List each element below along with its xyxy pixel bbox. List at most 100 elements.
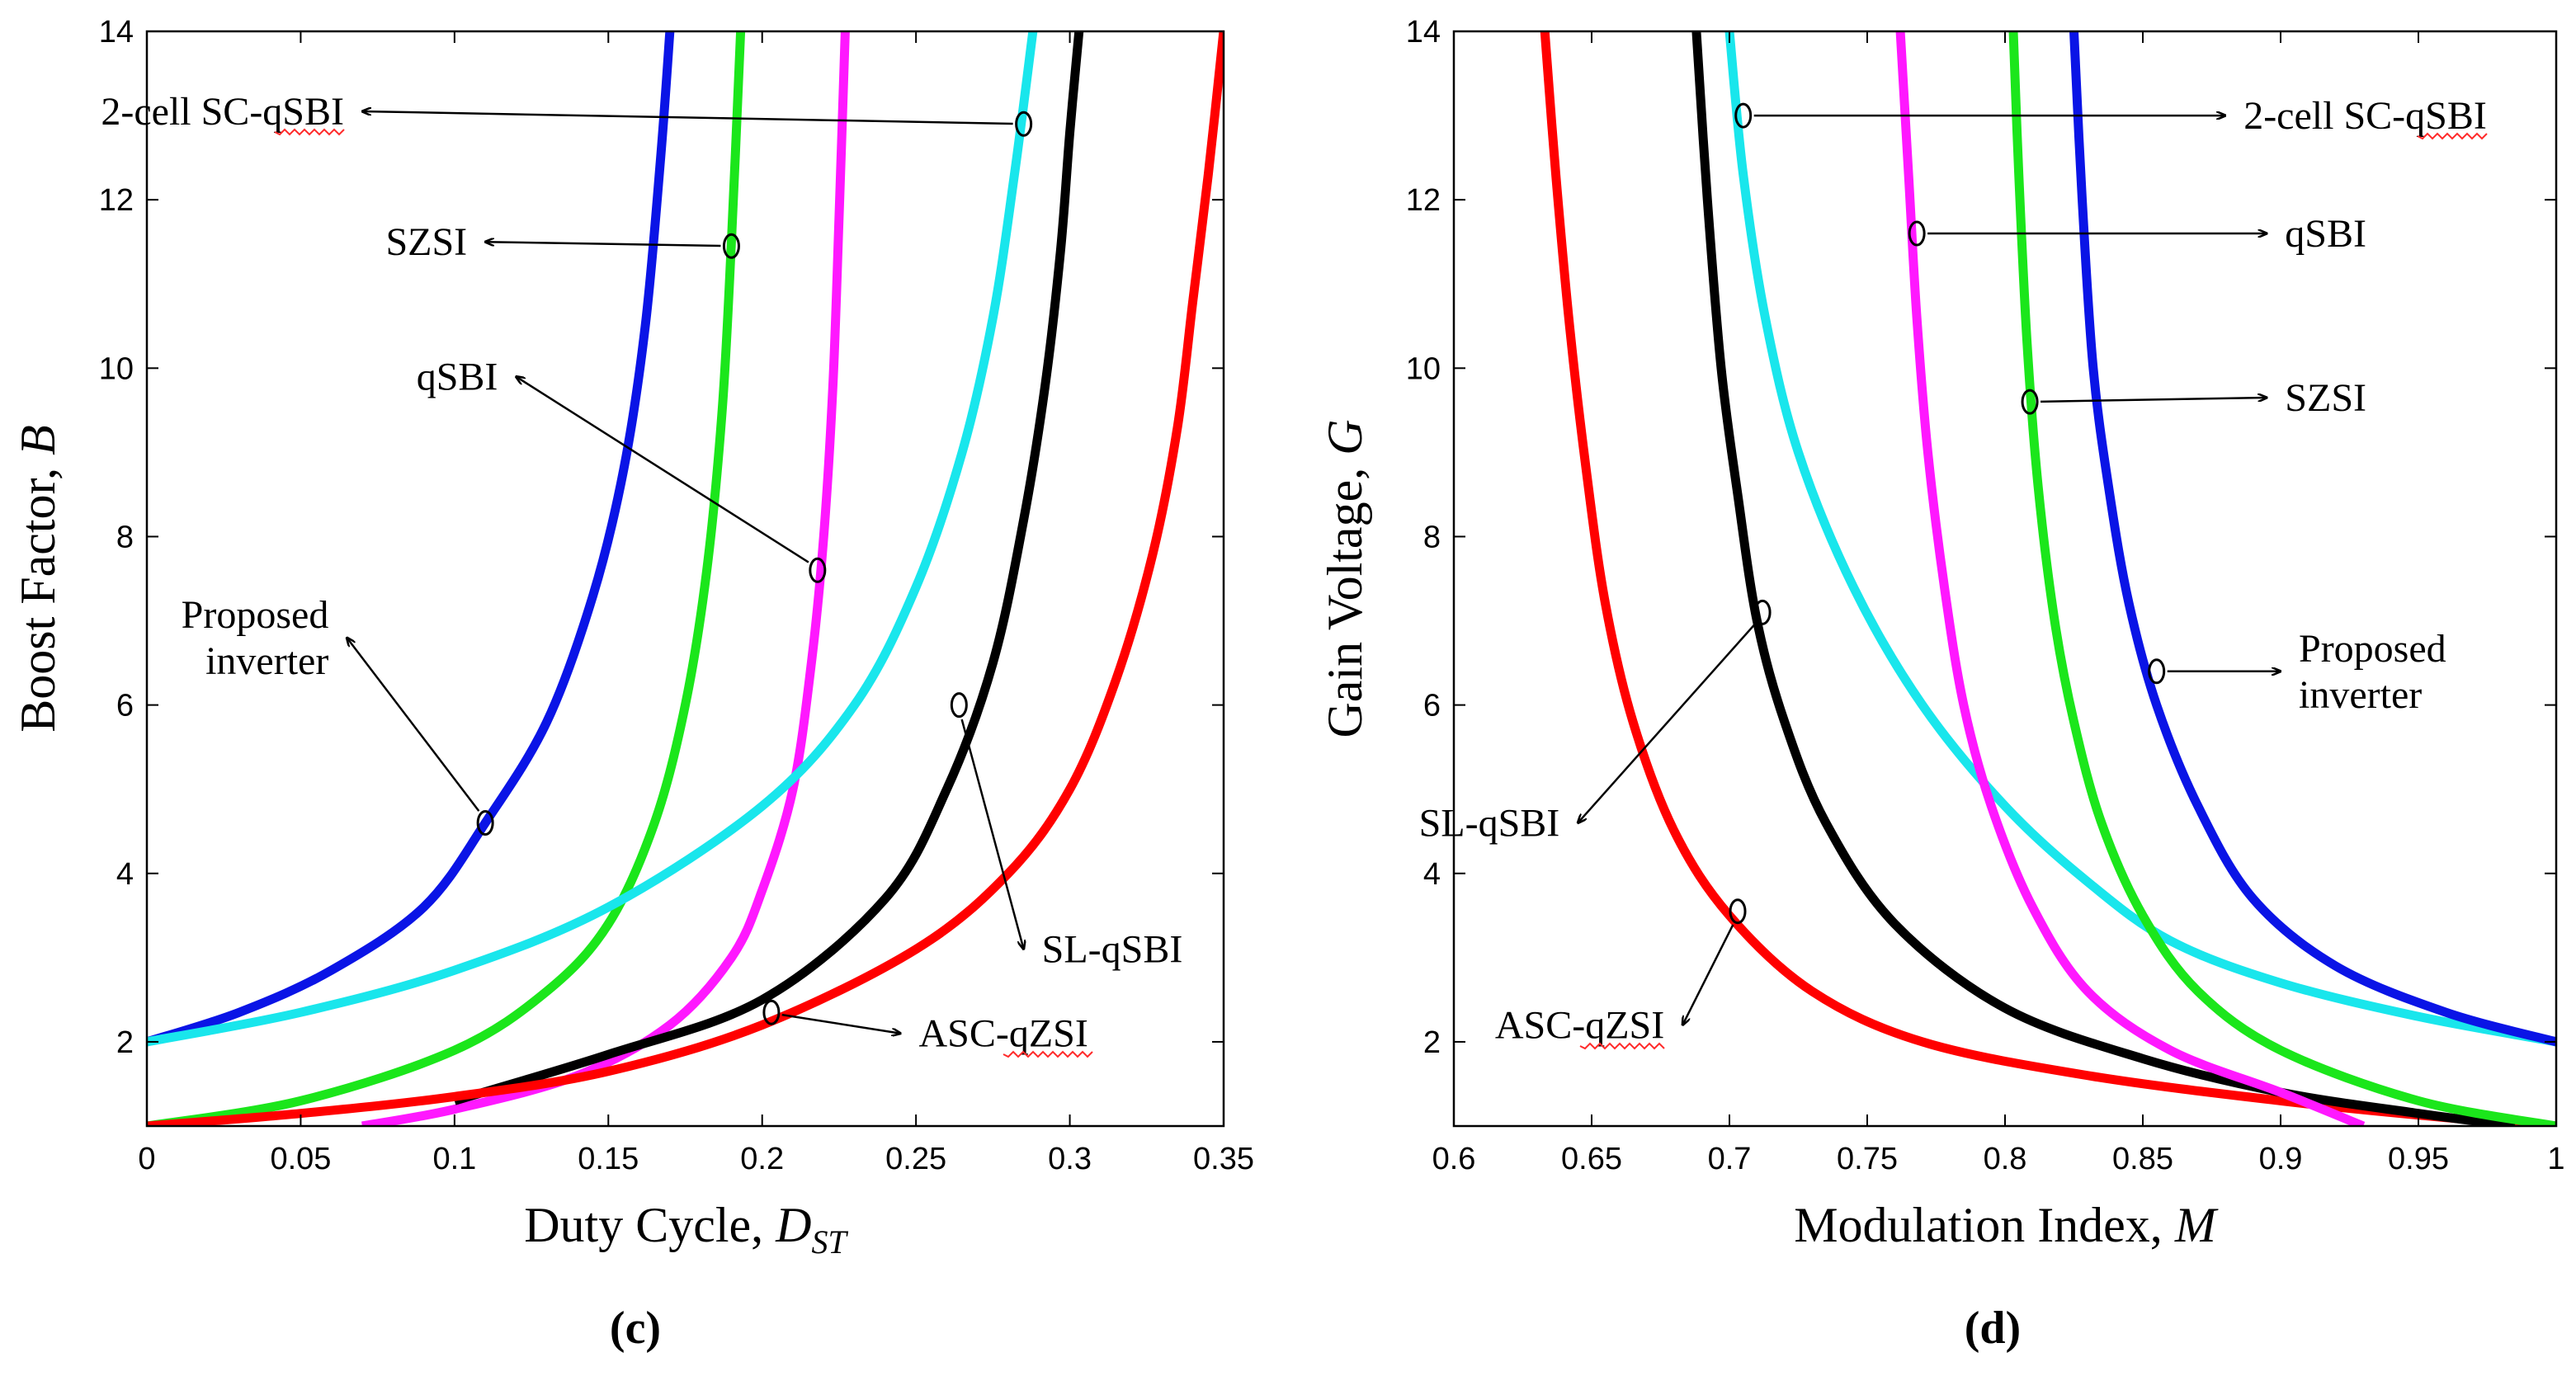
annotation-label: qSBI [417,356,498,399]
annotation-marker [1729,898,1747,925]
series-line-2-cell-sc-qsbi [1724,31,2556,1047]
annotation-2-cell-sc-qsbi: 2-cell SC-qSBI [1734,94,2488,140]
annotation-arrow [362,111,1013,125]
annotation-arrow [485,242,721,247]
y-tick-label: 2 [116,1025,134,1060]
annotation-marker [2021,389,2039,415]
y-axis-label: Boost Factor, B [11,425,65,733]
annotation-asc-qzsi: ASC-qZSI [1495,898,1747,1050]
annotation-label: inverter [205,639,328,683]
panel-caption: (c) [610,1303,661,1354]
annotation-sl-qsbi: SL-qSBI [950,692,1183,972]
series-line-qsbi [1895,31,2366,1126]
annotation-2-cell-sc-qsbi: 2-cell SC-qSBI [101,90,1033,137]
series-group [1540,31,2556,1126]
annotation-arrow [2041,398,2267,403]
annotation-arrow [347,638,480,812]
spellcheck-underline [1003,1050,1093,1058]
annotation-label: SZSI [2285,376,2366,420]
y-tick-label: 8 [116,520,134,554]
annotation-label: 2-cell SC-qSBI [2243,94,2487,138]
series-line-asc-qzsi [1540,31,2556,1126]
annotation-marker [1015,111,1033,137]
x-tick-label: 0.9 [2259,1142,2303,1176]
series-line-proposed-inverter [147,31,675,1047]
y-tick-label: 2 [1423,1025,1441,1060]
x-tick-label: 0.35 [1193,1142,1254,1176]
series-group [147,31,1224,1126]
annotation-asc-qzsi: ASC-qZSI [762,999,1093,1058]
x-tick-label: 0.8 [1984,1142,2027,1176]
y-tick-label: 10 [99,351,134,386]
spellcheck-underline [1579,1042,1665,1050]
series-line-asc-qzsi [147,31,1224,1126]
x-tick-label: 0.75 [1837,1142,1898,1176]
annotation-marker [809,557,827,583]
panel-caption: (d) [1965,1303,2021,1354]
y-tick-label: 4 [1423,857,1441,892]
chart-panel-c: 0 0.05 0.1 0.15 0.2 0.25 0.3 0.35 2 4 6 8 10 12 14 Duty… [11,15,1254,1354]
series-line-2-cell-sc-qsbi [147,31,1038,1047]
x-tick-label: 0.7 [1708,1142,1752,1176]
x-tick-label: 0.05 [270,1142,331,1176]
x-tick-label: 1 [2547,1142,2564,1176]
annotation-marker [476,810,494,836]
y-axis-label: Gain Voltage, G [1318,419,1372,737]
annotation-marker [1753,599,1772,625]
annotation-label: inverter [2299,673,2422,717]
y-tick-label: 14 [1406,15,1441,49]
x-tick-label: 0.95 [2388,1142,2449,1176]
spellcheck-underline [2417,132,2488,140]
x-tick-label: 0.65 [1561,1142,1622,1176]
series-line-sl-qsbi [453,31,1084,1105]
annotation-marker [2148,658,2166,685]
y-tick-label: 14 [99,15,134,49]
spellcheck-underline [274,128,345,136]
annotation-label: qSBI [2285,212,2366,256]
annotation-label: SL-qSBI [1042,928,1183,972]
annotation-szsi: SZSI [2021,376,2366,420]
annotation-qsbi: qSBI [1908,212,2366,256]
x-axis-label: Duty Cycle, DST [524,1198,848,1261]
y-tick-label: 12 [1406,183,1441,218]
series-line-qsbi [361,31,850,1126]
series-line-szsi [147,31,746,1126]
y-tick-label: 4 [116,857,134,892]
x-tick-label: 0.85 [2112,1142,2173,1176]
series-line-szsi [2008,31,2556,1126]
annotation-marker [722,233,740,259]
y-tick-label: 6 [1423,689,1441,723]
x-tick-label: 0.1 [432,1142,476,1176]
y-tick-label: 12 [99,183,134,218]
annotation-label: ASC-qZSI [919,1012,1088,1056]
annotation-marker [1734,102,1753,129]
y-tick-label: 8 [1423,520,1441,554]
chart-panel-d: 0.6 0.65 0.7 0.75 0.8 0.85 0.9 0.95 12468101214M… [1318,15,2565,1354]
annotation-arrow [781,1013,901,1034]
plot-frame [1452,30,2558,1128]
plot-frame [145,30,1225,1128]
annotation-arrow [1682,924,1734,1025]
x-tick-label: 0.15 [578,1142,639,1176]
x-tick-label: 0.3 [1048,1142,1092,1176]
annotation-label: SL-qSBI [1419,802,1560,846]
annotation-marker [1908,220,1926,247]
annotation-marker [762,999,781,1025]
y-tick-label: 6 [116,689,134,723]
x-tick-label: 0.2 [740,1142,784,1176]
series-line-sl-qsbi [1691,31,2516,1126]
y-tick-label: 10 [1406,351,1441,386]
series-line-proposed-inverter [2069,31,2556,1047]
annotation-label: SZSI [385,220,467,264]
annotation-label: 2-cell SC-qSBI [101,90,344,134]
x-tick-label: 0 [138,1142,155,1176]
x-axis-label: Modulation Index, M [1794,1198,2219,1252]
annotation-marker [950,692,968,719]
annotation-arrow [1578,623,1757,823]
annotation-label: ASC-qZSI [1495,1004,1664,1048]
annotation-sl-qsbi: SL-qSBI [1419,599,1772,846]
annotation-label: Proposed [182,593,329,637]
